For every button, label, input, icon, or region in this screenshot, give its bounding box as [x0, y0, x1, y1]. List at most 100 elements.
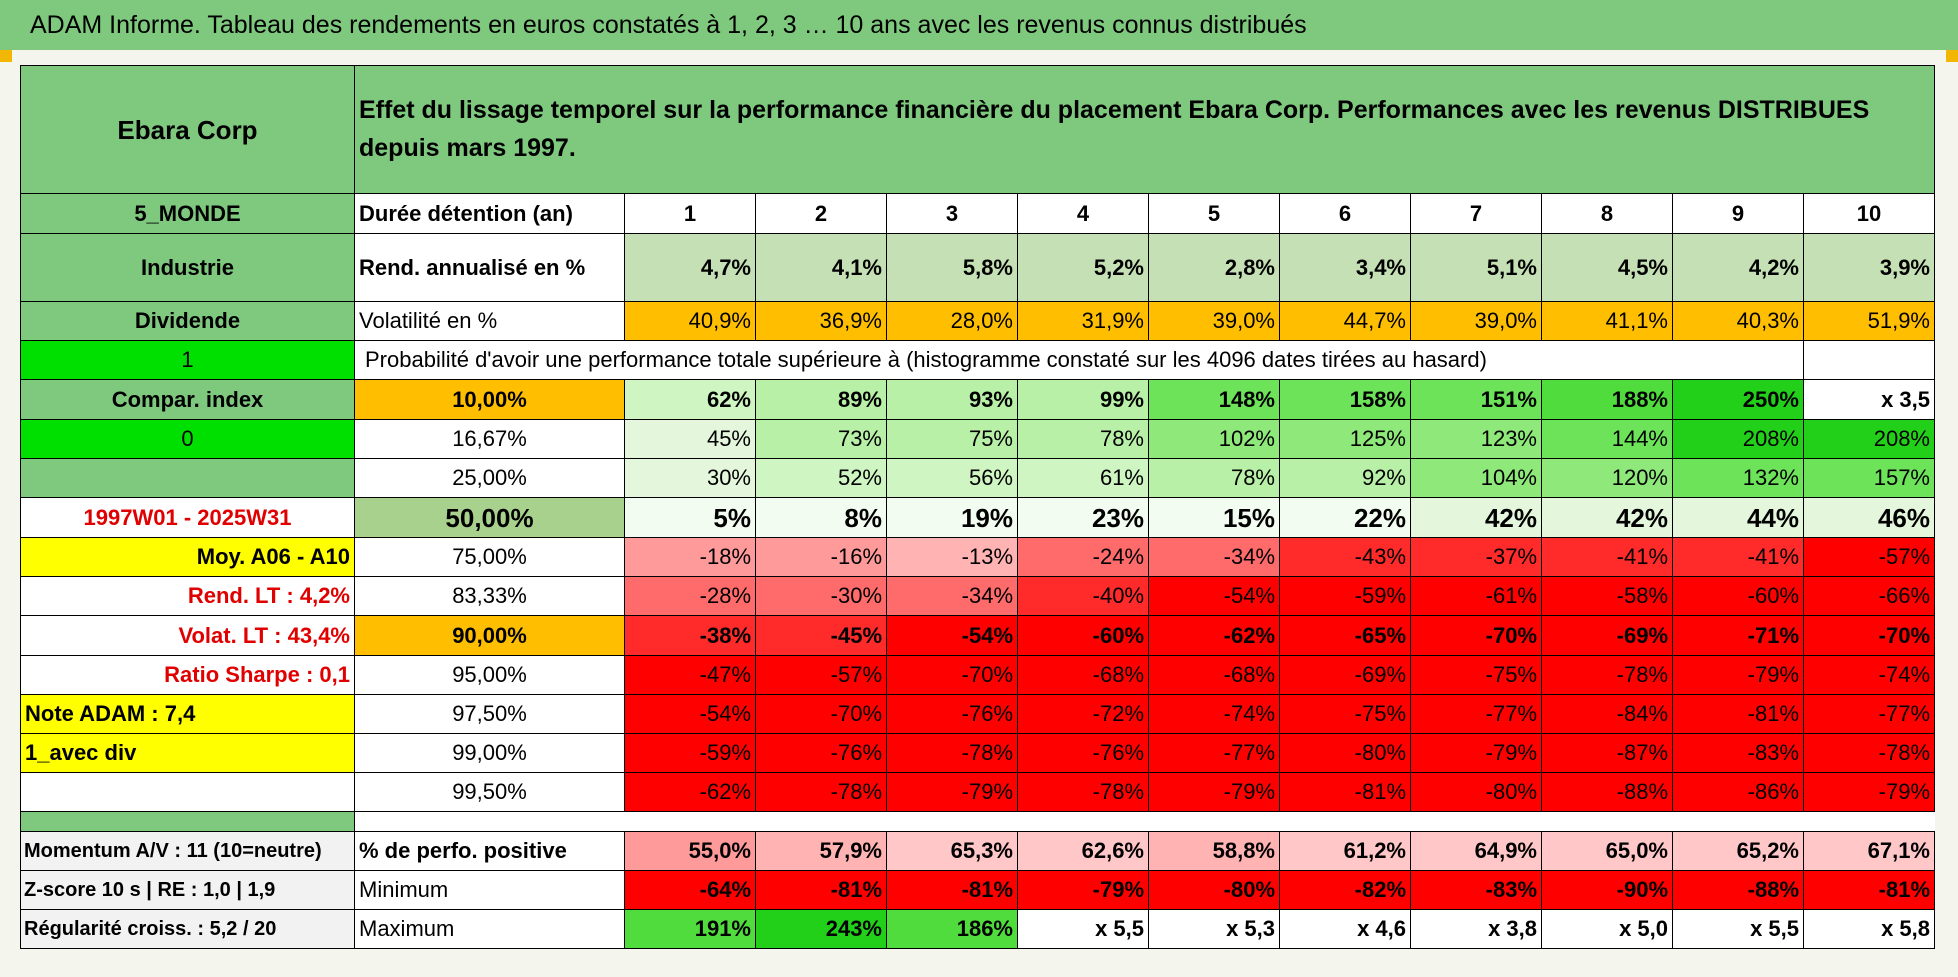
year-cell: 4: [1017, 193, 1149, 234]
rend-cell: 4,1%: [755, 233, 887, 302]
prob-value-cell: -40%: [1017, 576, 1149, 616]
prob-value-cell: -78%: [755, 772, 887, 812]
prob-value-cell: 52%: [755, 458, 887, 498]
prob-value-cell: -86%: [1672, 772, 1804, 812]
prob-value-cell: 102%: [1148, 419, 1280, 459]
rend-cell: 5,8%: [886, 233, 1018, 302]
moy-cell: Moy. A06 - A10: [20, 537, 355, 577]
stat-value-cell: 65,0%: [1541, 831, 1673, 871]
prob-value-cell: -79%: [1410, 733, 1542, 773]
year-cell: 5: [1148, 193, 1280, 234]
year-cell: 2: [755, 193, 887, 234]
prob-value-cell: -69%: [1279, 655, 1411, 695]
stat-value-cell: 57,9%: [755, 831, 887, 871]
prob-value-cell: 93%: [886, 379, 1018, 420]
year-cell: 9: [1672, 193, 1804, 234]
prob-value-cell: -76%: [1017, 733, 1149, 773]
sharpe-cell: Ratio Sharpe : 0,1: [20, 655, 355, 695]
prob-value-cell: -77%: [1148, 733, 1280, 773]
prob-value-cell: 75%: [886, 419, 1018, 459]
stat-value-cell: x 5,3: [1148, 909, 1280, 949]
rend-cell: 3,9%: [1803, 233, 1935, 302]
prob-value-cell: -62%: [624, 772, 756, 812]
prob-value-cell: -87%: [1541, 733, 1673, 773]
prob-value-cell: -74%: [1148, 694, 1280, 734]
duration-label: Durée détention (an): [354, 193, 625, 234]
prob-value-cell: -80%: [1410, 772, 1542, 812]
prob-label-end: [1803, 340, 1935, 380]
prob-value-cell: -38%: [624, 615, 756, 656]
prob-value-cell: 92%: [1279, 458, 1411, 498]
prob-value-cell: 148%: [1148, 379, 1280, 420]
prob-value-cell: -34%: [886, 576, 1018, 616]
note-adam-cell: Note ADAM : 7,4: [20, 694, 355, 734]
spacer-blank: [354, 811, 1935, 832]
stat-value-cell: 186%: [886, 909, 1018, 949]
prob-value-cell: -65%: [1279, 615, 1411, 656]
prob-value-cell: 120%: [1541, 458, 1673, 498]
stat-value-cell: 55,0%: [624, 831, 756, 871]
prob-value-cell: -41%: [1541, 537, 1673, 577]
prob-value-cell: 15%: [1148, 497, 1280, 538]
prob-value-cell: -78%: [1541, 655, 1673, 695]
stat-value-cell: x 5,0: [1541, 909, 1673, 949]
year-cell: 1: [624, 193, 756, 234]
prob-value-cell: -43%: [1279, 537, 1411, 577]
prob-value-cell: -74%: [1803, 655, 1935, 695]
prob-value-cell: 104%: [1410, 458, 1542, 498]
prob-value-cell: -70%: [1410, 615, 1542, 656]
prob-value-cell: -54%: [1148, 576, 1280, 616]
prob-value-cell: 42%: [1410, 497, 1542, 538]
vol-cell: 39,0%: [1148, 301, 1280, 341]
prob-value-cell: 19%: [886, 497, 1018, 538]
prob-value-cell: -81%: [1279, 772, 1411, 812]
prob-value-cell: -60%: [1672, 576, 1804, 616]
prob-value-cell: 42%: [1541, 497, 1673, 538]
prob-value-cell: 144%: [1541, 419, 1673, 459]
prob-value-cell: -57%: [755, 655, 887, 695]
vol-cell: 41,1%: [1541, 301, 1673, 341]
prob-label-filler: [1672, 340, 1804, 380]
prob-value-cell: 123%: [1410, 419, 1542, 459]
prob-value-cell: 208%: [1803, 419, 1935, 459]
prob-value-cell: -28%: [624, 576, 756, 616]
prob-value-cell: 157%: [1803, 458, 1935, 498]
rend-cell: 3,4%: [1279, 233, 1411, 302]
prob-value-cell: -24%: [1017, 537, 1149, 577]
vol-cell: 31,9%: [1017, 301, 1149, 341]
stat-value-cell: 64,9%: [1410, 831, 1542, 871]
rend-cell: 5,1%: [1410, 233, 1542, 302]
prob-value-cell: 132%: [1672, 458, 1804, 498]
rend-cell: 4,5%: [1541, 233, 1673, 302]
spacer-green: [20, 811, 355, 832]
dividend-cell: Dividende: [20, 301, 355, 341]
avec-div-cell: 1_avec div: [20, 733, 355, 773]
stat-value-cell: -80%: [1148, 870, 1280, 910]
prob-value-cell: 61%: [1017, 458, 1149, 498]
performance-table: Ebara Corp Effet du lissage temporel sur…: [20, 65, 1935, 949]
prob-threshold-cell: 99,50%: [354, 772, 625, 812]
prob-value-cell: -62%: [1148, 615, 1280, 656]
prob-value-cell: -37%: [1410, 537, 1542, 577]
prob-value-cell: -70%: [886, 655, 1018, 695]
prob-value-cell: -68%: [1148, 655, 1280, 695]
stat-value-cell: -83%: [1410, 870, 1542, 910]
prob-value-cell: -72%: [1017, 694, 1149, 734]
stat-value-cell: x 5,5: [1672, 909, 1804, 949]
compar-index-cell: Compar. index: [20, 379, 355, 420]
prob-value-cell: 158%: [1279, 379, 1411, 420]
prob-value-cell: 250%: [1672, 379, 1804, 420]
prob-value-cell: -78%: [1017, 772, 1149, 812]
blank-green-cell: [20, 458, 355, 498]
rend-label: Rend. annualisé en %: [354, 233, 625, 302]
vol-cell: 44,7%: [1279, 301, 1411, 341]
prob-value-cell: -77%: [1803, 694, 1935, 734]
prob-value-cell: 44%: [1672, 497, 1804, 538]
prob-value-cell: -83%: [1672, 733, 1804, 773]
stat-value-cell: -64%: [624, 870, 756, 910]
stat-value-cell: x 4,6: [1279, 909, 1411, 949]
prob-value-cell: 73%: [755, 419, 887, 459]
prob-value-cell: 30%: [624, 458, 756, 498]
rend-cell: 4,2%: [1672, 233, 1804, 302]
prob-value-cell: -45%: [755, 615, 887, 656]
